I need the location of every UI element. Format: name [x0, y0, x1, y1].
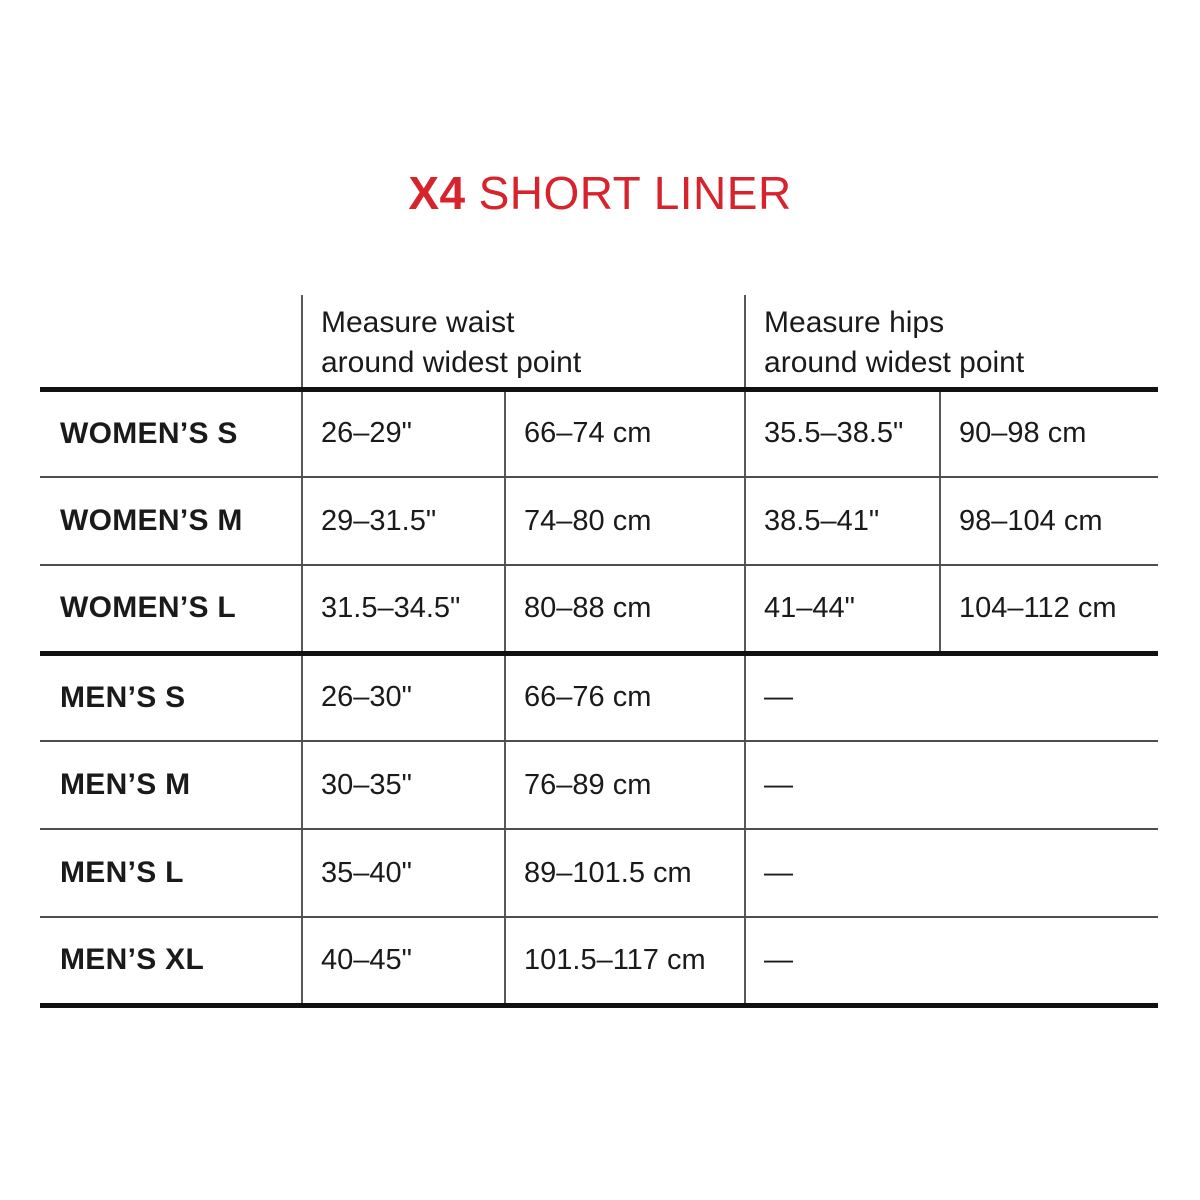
hips-column-header: Measure hips around widest point — [744, 294, 1159, 392]
waist-cm-cell: 74–80 cm — [503, 477, 746, 567]
waist-inches-cell: 30–35" — [301, 741, 505, 831]
waist-cm-cell: 101.5–117 cm — [503, 917, 746, 1008]
waist-cm-cell: 66–74 cm — [503, 389, 746, 479]
hips-cm-cell: 90–98 cm — [939, 389, 1159, 479]
hips-empty-cell: — — [744, 917, 1159, 1008]
hips-inches-cell: 38.5–41" — [744, 477, 941, 567]
hips-empty-cell: — — [744, 829, 1159, 919]
hips-inches-cell: 41–44" — [744, 565, 941, 656]
hips-cm-cell: 98–104 cm — [939, 477, 1159, 567]
waist-inches-cell: 35–40" — [301, 829, 505, 919]
waist-inches-cell: 40–45" — [301, 917, 505, 1008]
table-row-womens-m: WOMEN’S M 29–31.5" 74–80 cm 38.5–41" 98–… — [40, 477, 1159, 567]
waist-inches-cell: 26–29" — [301, 389, 505, 479]
table-row-womens-l: WOMEN’S L 31.5–34.5" 80–88 cm 41–44" 104… — [40, 565, 1159, 656]
waist-inches-cell: 26–30" — [301, 653, 505, 743]
waist-cm-cell: 80–88 cm — [503, 565, 746, 656]
size-chart-table: Measure waist around widest point Measur… — [40, 294, 1159, 1008]
hips-empty-cell: — — [744, 741, 1159, 831]
hips-empty-cell: — — [744, 653, 1159, 743]
title-brand: X4 — [408, 167, 466, 219]
waist-cm-cell: 76–89 cm — [503, 741, 746, 831]
header-row: Measure waist around widest point Measur… — [40, 294, 1159, 392]
waist-inches-cell: 29–31.5" — [301, 477, 505, 567]
header-spacer-cell — [40, 294, 302, 392]
waist-cm-cell: 66–76 cm — [503, 653, 746, 743]
row-label: MEN’S M — [40, 741, 302, 831]
table-row-mens-s: MEN’S S 26–30" 66–76 cm — — [40, 653, 1159, 743]
table-row-womens-s: WOMEN’S S 26–29" 66–74 cm 35.5–38.5" 90–… — [40, 389, 1159, 479]
table-row-mens-xl: MEN’S XL 40–45" 101.5–117 cm — — [40, 917, 1159, 1008]
row-label: WOMEN’S M — [40, 477, 302, 567]
row-label: MEN’S L — [40, 829, 302, 919]
row-label: MEN’S XL — [40, 917, 302, 1008]
waist-inches-cell: 31.5–34.5" — [301, 565, 505, 656]
row-label: MEN’S S — [40, 653, 302, 743]
table-row-mens-l: MEN’S L 35–40" 89–101.5 cm — — [40, 829, 1159, 919]
row-label: WOMEN’S L — [40, 565, 302, 656]
waist-cm-cell: 89–101.5 cm — [503, 829, 746, 919]
row-label: WOMEN’S S — [40, 389, 302, 479]
page-title: X4 SHORT LINER — [0, 168, 1200, 219]
table-row-mens-m: MEN’S M 30–35" 76–89 cm — — [40, 741, 1159, 831]
hips-inches-cell: 35.5–38.5" — [744, 389, 941, 479]
waist-column-header: Measure waist around widest point — [300, 294, 746, 392]
title-product: SHORT LINER — [478, 167, 792, 219]
hips-cm-cell: 104–112 cm — [939, 565, 1159, 656]
